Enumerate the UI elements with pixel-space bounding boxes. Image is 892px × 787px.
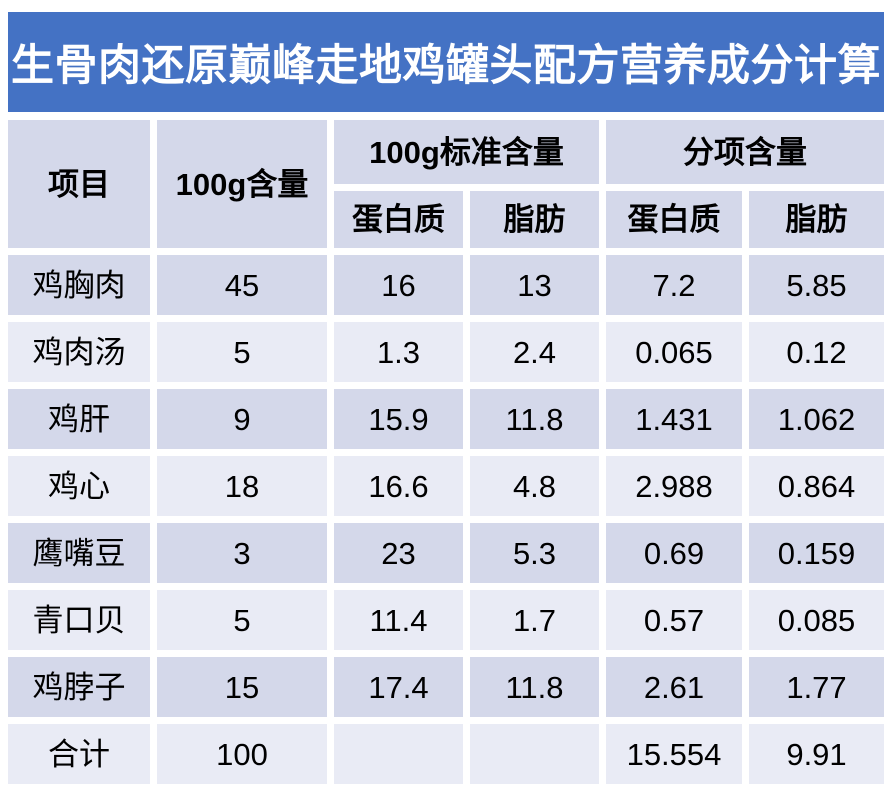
table-cell (334, 724, 463, 784)
table-cell: 1.062 (749, 389, 884, 449)
title-banner: 生骨肉还原巅峰走地鸡罐头配方营养成分计算 (8, 12, 884, 112)
table-cell: 11.4 (334, 590, 463, 650)
table-cell: 4.8 (470, 456, 599, 516)
table-cell: 1.7 (470, 590, 599, 650)
table-cell: 1.431 (606, 389, 742, 449)
row-label: 青口贝 (8, 590, 150, 650)
table-cell: 9.91 (749, 724, 884, 784)
col-header-per100g: 100g含量 (157, 120, 327, 248)
table-cell: 0.57 (606, 590, 742, 650)
page-title: 生骨肉还原巅峰走地鸡罐头配方营养成分计算 (11, 42, 881, 90)
table-cell: 15.554 (606, 724, 742, 784)
table-cell: 1.3 (334, 322, 463, 382)
table-cell: 16 (334, 255, 463, 315)
table-cell: 0.69 (606, 523, 742, 583)
col-header-item: 项目 (8, 120, 150, 248)
table-cell: 0.085 (749, 590, 884, 650)
table-cell: 0.065 (606, 322, 742, 382)
table-cell: 5 (157, 590, 327, 650)
group-header-component: 分项含量 (606, 120, 884, 184)
col-header-fat-component: 脂肪 (749, 191, 884, 248)
table-cell: 5.85 (749, 255, 884, 315)
table-cell: 2.988 (606, 456, 742, 516)
table-cell: 3 (157, 523, 327, 583)
table-cell: 16.6 (334, 456, 463, 516)
table-cell: 18 (157, 456, 327, 516)
col-header-protein-standard: 蛋白质 (334, 191, 463, 248)
table-cell: 23 (334, 523, 463, 583)
table-cell: 5.3 (470, 523, 599, 583)
table-cell: 7.2 (606, 255, 742, 315)
table-cell: 0.12 (749, 322, 884, 382)
table-cell: 0.159 (749, 523, 884, 583)
table-cell: 2.4 (470, 322, 599, 382)
table-cell: 11.8 (470, 657, 599, 717)
row-label: 鹰嘴豆 (8, 523, 150, 583)
row-label: 鸡肝 (8, 389, 150, 449)
table-cell: 45 (157, 255, 327, 315)
table-cell: 9 (157, 389, 327, 449)
table-cell: 17.4 (334, 657, 463, 717)
group-header-standard: 100g标准含量 (334, 120, 599, 184)
col-header-fat-standard: 脂肪 (470, 191, 599, 248)
row-label: 鸡胸肉 (8, 255, 150, 315)
table-cell: 100 (157, 724, 327, 784)
row-label: 鸡心 (8, 456, 150, 516)
row-label: 鸡肉汤 (8, 322, 150, 382)
table-cell: 2.61 (606, 657, 742, 717)
col-header-protein-component: 蛋白质 (606, 191, 742, 248)
table-cell: 11.8 (470, 389, 599, 449)
row-label: 鸡脖子 (8, 657, 150, 717)
nutrition-table: 项目 100g含量 100g标准含量 分项含量 蛋白质 脂肪 蛋白质 脂肪 鸡胸… (8, 120, 884, 784)
table-cell: 5 (157, 322, 327, 382)
table-cell: 0.864 (749, 456, 884, 516)
table-cell: 15.9 (334, 389, 463, 449)
row-label: 合计 (8, 724, 150, 784)
table-cell: 13 (470, 255, 599, 315)
table-cell (470, 724, 599, 784)
table-cell: 1.77 (749, 657, 884, 717)
table-cell: 15 (157, 657, 327, 717)
